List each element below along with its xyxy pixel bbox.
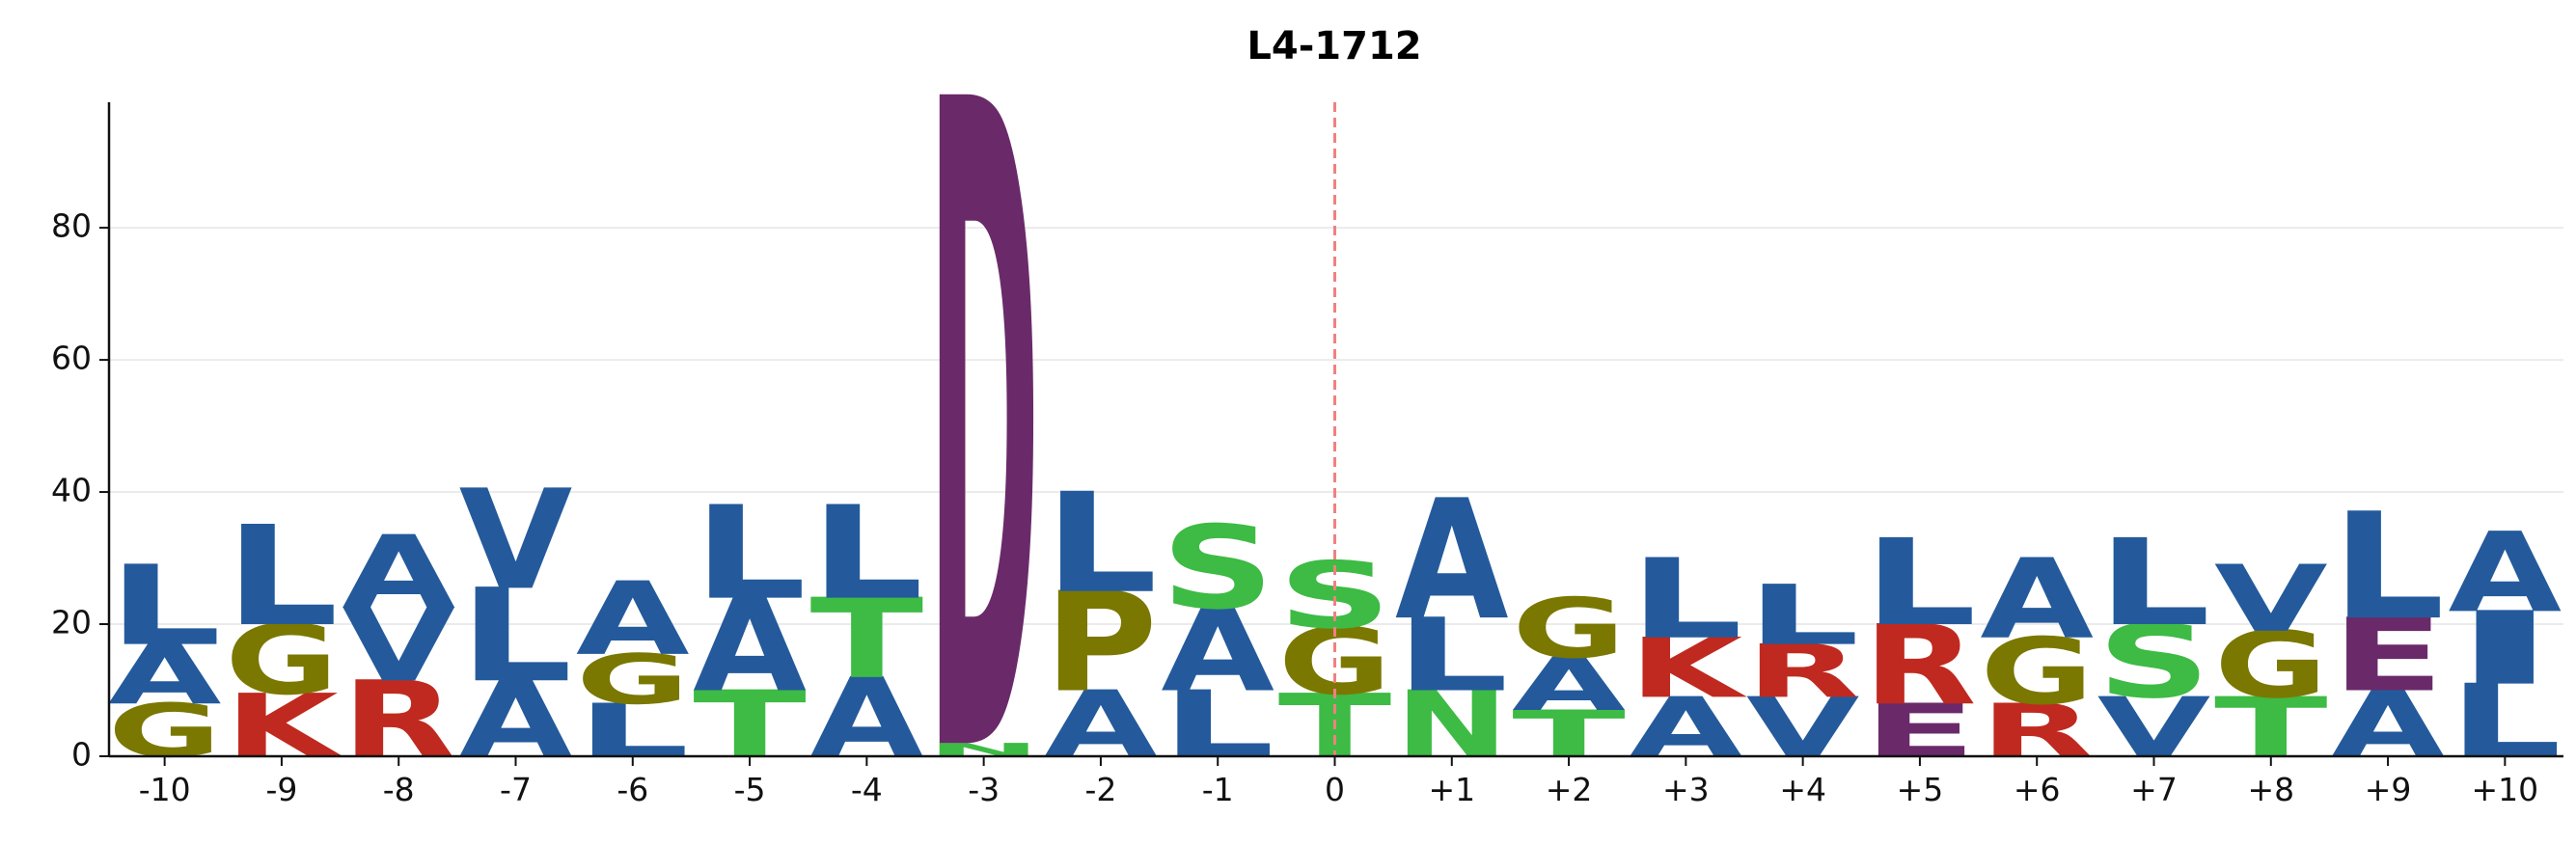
x-tick-label: +8 — [2247, 771, 2294, 808]
x-tick-label: -3 — [968, 771, 1000, 808]
logo-letter: V — [342, 586, 455, 704]
logo-letter: R — [1863, 601, 1977, 729]
logo-letter: A — [1512, 642, 1626, 728]
logo-letter: G — [1512, 580, 1626, 676]
x-tick-label: 0 — [1325, 771, 1345, 808]
x-tick-label: -7 — [500, 771, 532, 808]
logo-letter: K — [225, 676, 343, 777]
logo-letter: A — [1395, 466, 1509, 658]
logo-letter: L — [1746, 567, 1860, 664]
x-tick-label: +6 — [2014, 771, 2061, 808]
logo-letter: P — [1044, 562, 1158, 722]
y-tick-label: 40 — [51, 472, 92, 509]
x-tick-label: -1 — [1202, 771, 1234, 808]
logo-letter: S — [1161, 501, 1274, 635]
logo-letter: G — [576, 640, 690, 720]
logo-letter: S — [2097, 604, 2211, 721]
x-tick-label: +3 — [1662, 771, 1710, 808]
logo-letter: A — [576, 560, 690, 678]
logo-letter: G — [225, 605, 339, 717]
logo-letter: L — [2097, 514, 2211, 653]
logo-letter: L — [1044, 463, 1158, 623]
logo-letter: A — [1161, 585, 1274, 719]
y-tick-label: 0 — [71, 736, 92, 774]
chart-title: L4-1712 — [1247, 24, 1421, 68]
logo-letter: L — [108, 543, 222, 670]
x-tick-label: -8 — [383, 771, 415, 808]
x-tick-label: +2 — [1546, 771, 1593, 808]
logo-letter: L — [2331, 481, 2445, 652]
x-tick-label: -10 — [139, 771, 191, 808]
logo-letter: I — [2449, 589, 2562, 707]
logo-letter: L — [1395, 597, 1509, 714]
logo-letter: L — [225, 497, 339, 657]
logo-letter: L — [810, 478, 924, 628]
logo-letter: A — [693, 571, 807, 722]
logo-letter: L — [1630, 536, 1743, 664]
logo-letter: D — [927, 0, 1041, 845]
logo-letter: A — [342, 514, 455, 632]
logo-letter: A — [1980, 535, 2094, 664]
x-tick-label: +4 — [1779, 771, 1826, 808]
x-tick-label: -5 — [734, 771, 766, 808]
x-tick-label: +7 — [2130, 771, 2178, 808]
logo-letter: G — [1980, 618, 2094, 725]
logo-letter: A — [108, 628, 222, 723]
x-tick-label: +9 — [2365, 771, 2412, 808]
y-tick-label: 80 — [51, 207, 92, 245]
x-tick-label: +10 — [2472, 771, 2539, 808]
x-tick-label: -4 — [851, 771, 883, 808]
x-tick-label: +5 — [1897, 771, 1944, 808]
logo-letter: L — [693, 478, 807, 628]
x-tick-label: -2 — [1084, 771, 1116, 808]
x-tick-label: +1 — [1428, 771, 1475, 808]
logo-letter: G — [2214, 612, 2328, 719]
x-tick-label: -6 — [617, 771, 648, 808]
y-tick-label: 20 — [51, 604, 92, 641]
logo-letter: L — [1863, 514, 1977, 653]
logo-letter: R — [1746, 629, 1860, 714]
logo-letter: T — [810, 575, 924, 703]
logo-letter: E — [2331, 597, 2445, 715]
logo-letter: K — [1630, 621, 1748, 717]
logo-letter: A — [2449, 508, 2562, 637]
logo-letter: V — [2214, 545, 2328, 652]
x-tick-label: -9 — [265, 771, 297, 808]
logo-letter: V — [459, 460, 573, 620]
y-tick-label: 60 — [51, 340, 92, 377]
logo-letter: L — [459, 561, 573, 711]
